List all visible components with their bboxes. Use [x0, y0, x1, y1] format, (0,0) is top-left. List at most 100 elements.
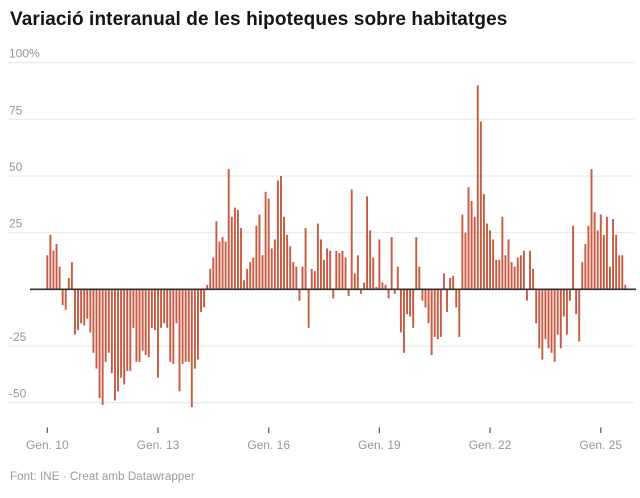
bar [415, 237, 418, 290]
bar [575, 289, 578, 315]
bar [513, 266, 516, 290]
bar [289, 246, 292, 290]
bar [252, 257, 255, 290]
bar [273, 239, 276, 290]
bar [532, 268, 535, 290]
bar [366, 196, 369, 290]
bar [565, 289, 568, 335]
bar [104, 289, 107, 362]
bar [126, 289, 129, 371]
bar [286, 234, 289, 290]
chart-title: Variació interanual de les hipoteques so… [10, 9, 508, 30]
x-axis-label: Gen. 16 [247, 438, 290, 452]
bar [541, 289, 544, 360]
bar [599, 214, 602, 290]
bar [153, 289, 156, 331]
bar [581, 262, 584, 290]
bar [409, 289, 412, 317]
bar [375, 287, 378, 290]
bar [338, 253, 341, 290]
y-axis-label: 25 [9, 217, 23, 231]
bar [363, 282, 365, 290]
bars-group [46, 85, 627, 408]
bar [313, 271, 316, 290]
bar [261, 255, 264, 290]
bar [584, 243, 587, 290]
bar [236, 209, 239, 290]
bar [461, 214, 464, 290]
bar [64, 289, 67, 310]
bar [424, 289, 427, 308]
bar [203, 289, 206, 308]
bar [110, 289, 113, 374]
bar [442, 273, 445, 290]
bar [120, 289, 123, 378]
bar [547, 289, 550, 349]
bar [212, 257, 215, 290]
bar [83, 289, 86, 326]
bar [387, 289, 390, 299]
y-axis-labels-group: 100% 75 50 25 -25 -50 [9, 47, 40, 401]
bar [399, 289, 402, 333]
bar [482, 194, 485, 290]
bar [615, 234, 618, 290]
bar [175, 289, 178, 324]
bar [470, 200, 473, 290]
bar [255, 225, 258, 290]
y-axis-label: -50 [9, 387, 27, 401]
gridlines-group [8, 62, 634, 404]
bar [350, 189, 353, 290]
bar [197, 289, 199, 360]
bar [280, 175, 282, 290]
bar [430, 289, 433, 356]
bar [492, 239, 495, 290]
bar [218, 241, 221, 290]
bar [332, 289, 335, 299]
bar [341, 250, 344, 290]
bar [433, 289, 436, 337]
bar [489, 230, 492, 290]
bar [329, 250, 332, 290]
bar [421, 289, 424, 301]
bar [49, 234, 52, 290]
bar [612, 219, 614, 290]
x-axis-group: Gen. 10 Gen. 13 Gen. 16 Gen. 19 Gen. 22 Gen. … [26, 427, 622, 452]
bar [562, 289, 565, 317]
bar [150, 289, 153, 328]
y-axis-label: -25 [9, 330, 27, 344]
bar [227, 169, 230, 290]
bar [160, 289, 163, 328]
bar [209, 268, 212, 290]
bar [369, 230, 372, 290]
bar [240, 228, 242, 290]
bar [58, 266, 61, 290]
bar [559, 289, 562, 349]
bar [193, 289, 196, 369]
bar [316, 223, 319, 290]
bar [55, 243, 58, 290]
bar [258, 214, 261, 290]
bar [390, 237, 393, 290]
bar [359, 289, 362, 294]
bar [144, 289, 147, 356]
bar [464, 232, 467, 290]
bar [163, 289, 166, 324]
bar [418, 266, 421, 290]
bar [396, 266, 399, 290]
bar [74, 289, 76, 335]
chart-footer: Font: INE · Creat amb Datawrapper [10, 471, 195, 483]
bar [129, 289, 132, 371]
bar [516, 257, 519, 290]
bar [138, 289, 141, 362]
bar [206, 284, 209, 290]
bar [323, 259, 325, 290]
y-axis-label: 75 [9, 103, 23, 117]
bar [572, 225, 575, 290]
bar [621, 255, 624, 290]
bar [243, 280, 246, 290]
bar [295, 266, 298, 290]
bar [184, 289, 187, 362]
bar [70, 262, 73, 290]
bar [298, 289, 301, 301]
